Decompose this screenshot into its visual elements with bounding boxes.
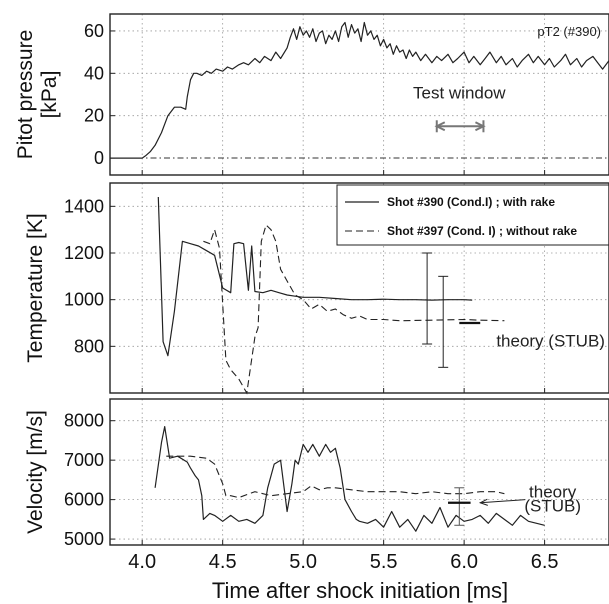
panel-1: 0 20 40 60 Test window pT2 (#390) Pitot pressu…	[14, 13, 609, 176]
theory-arrow-head	[478, 498, 488, 506]
y-tick-label: 800	[74, 336, 104, 356]
series-label: pT2 (#390)	[537, 24, 601, 39]
legend-entry: Shot #390 (Cond.I) ; with rake	[387, 195, 555, 209]
y-axis-label-line: [kPa]	[38, 71, 61, 119]
legend-box	[336, 184, 609, 246]
y-tick-label: 20	[84, 106, 104, 126]
panel-3: 5000 6000 7000 8000 theory(STUB) Velocity [m/…	[24, 398, 609, 549]
y-tick-label: 8000	[64, 411, 104, 431]
panel-2: 800 1000 1200 1400 theory (STUB) Shot #390 (C…	[24, 182, 609, 395]
y-axis-label-line: Pitot pressure	[14, 30, 37, 160]
y-axis-label-line: Velocity [m/s]	[24, 410, 47, 534]
panel-frame	[109, 398, 609, 546]
x-tick-label: 6.0	[450, 551, 478, 573]
y-tick-label: 60	[84, 21, 104, 41]
x-tick-label: 6.5	[531, 551, 559, 573]
y-tick-label: 6000	[64, 490, 104, 510]
annotation-text: theory	[529, 483, 577, 502]
x-tick-label: 5.0	[289, 551, 317, 573]
x-tick-label: 4.0	[128, 551, 156, 573]
legend-entry: Shot #397 (Cond. I) ; without rake	[387, 224, 577, 238]
y-axis-label: Temperature [K]	[24, 213, 47, 362]
y-tick-label: 1000	[64, 290, 104, 310]
series-line-390	[154, 426, 545, 532]
series-line-397	[203, 223, 505, 395]
series-line-390	[110, 21, 609, 159]
y-tick-label: 1200	[64, 243, 104, 263]
x-tick-label: 5.5	[370, 551, 398, 573]
y-tick-label: 5000	[64, 529, 104, 549]
y-axis-label-line: Temperature [K]	[24, 213, 47, 362]
annotation-text: Test window	[413, 84, 506, 103]
panel-frame	[109, 182, 609, 394]
y-tick-label: 7000	[64, 450, 104, 470]
y-axis-label: Velocity [m/s]	[24, 410, 47, 534]
y-tick-label: 0	[94, 148, 104, 168]
panel-frame	[109, 13, 609, 176]
y-tick-label: 40	[84, 63, 104, 83]
y-tick-label: 1400	[64, 196, 104, 216]
annotation-text: (STUB)	[524, 496, 581, 515]
series-line-397	[166, 455, 505, 499]
x-tick-label: 4.5	[209, 551, 237, 573]
series-line-390	[157, 196, 473, 357]
annotation-text: theory (STUB)	[496, 331, 605, 350]
theory-arrow	[480, 499, 526, 504]
x-axis-label: Time after shock initiation [ms]	[212, 578, 508, 603]
y-axis-label: Pitot pressure[kPa]	[14, 30, 61, 160]
